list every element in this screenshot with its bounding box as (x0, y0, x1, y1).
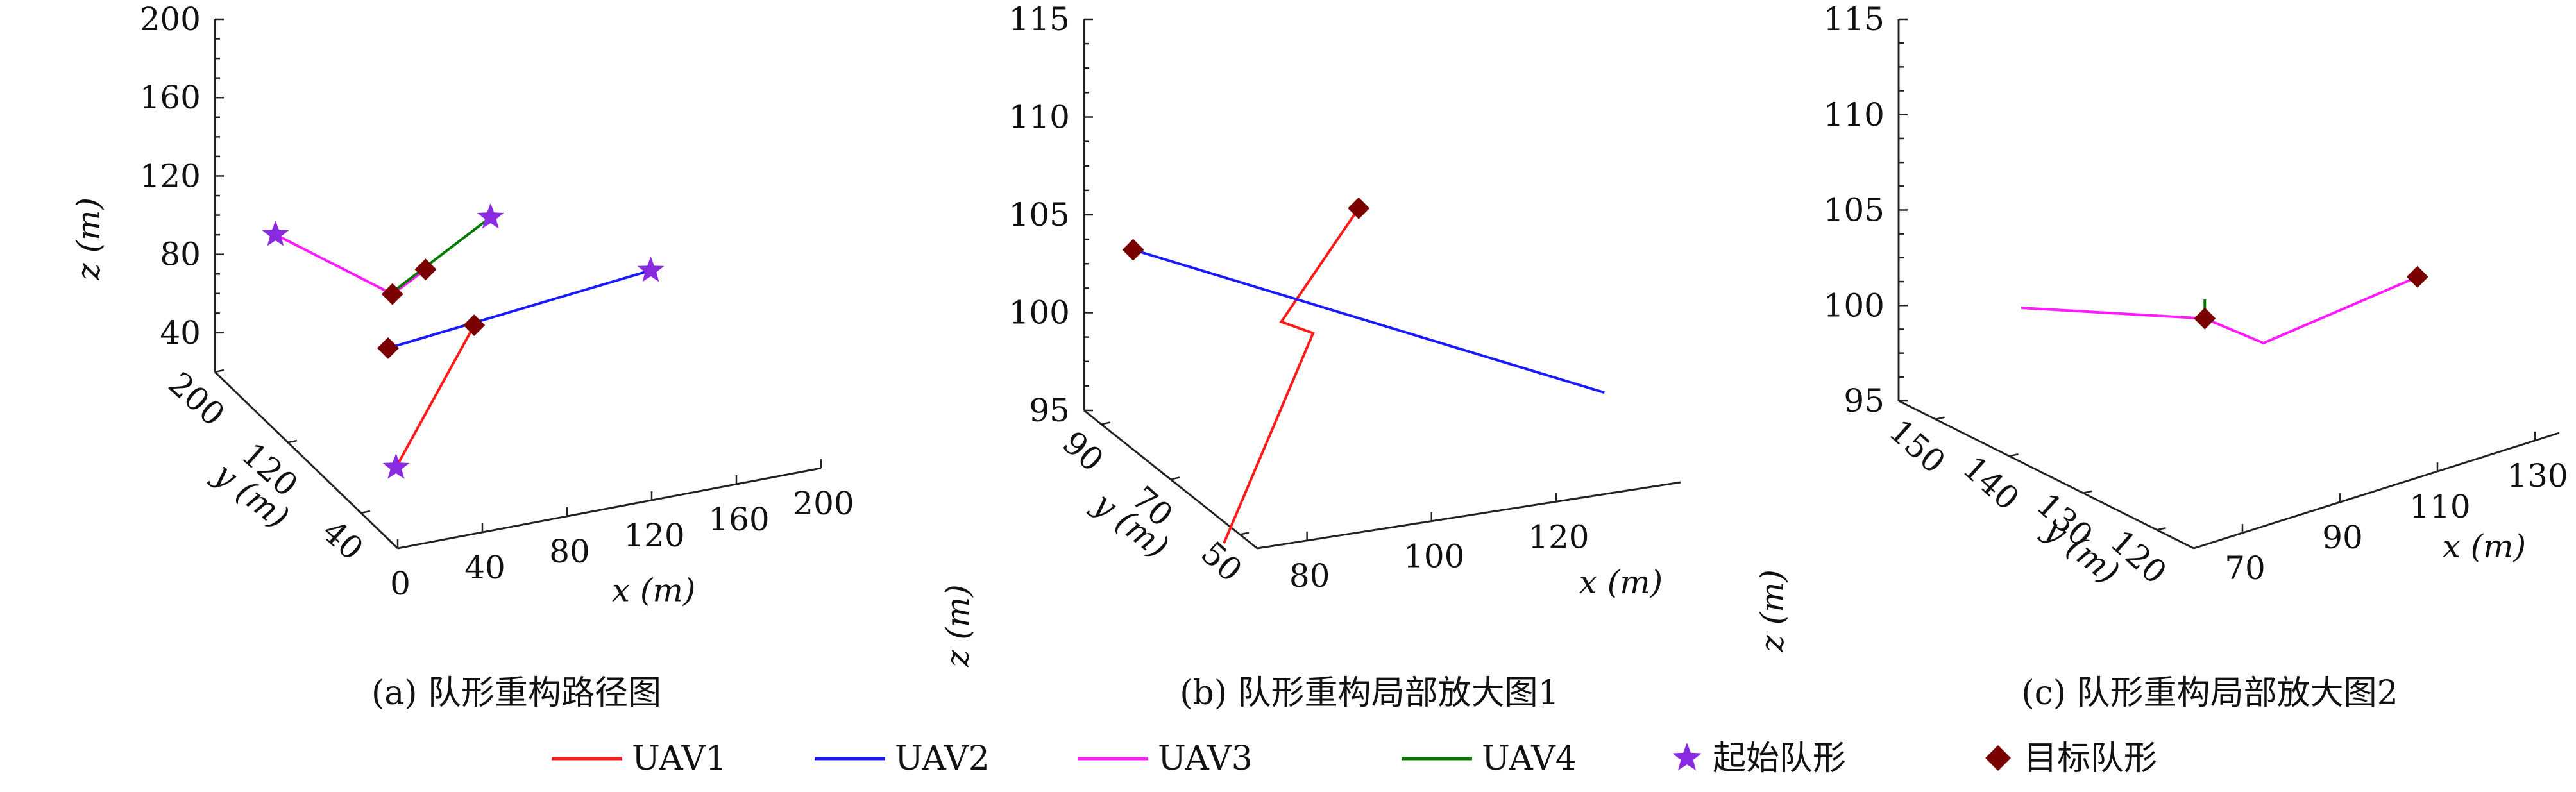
z-tick-label: 100 (1824, 287, 1885, 324)
y-tick (214, 369, 225, 373)
panel-caption: (c) 队形重构局部放大图2 (2021, 674, 2398, 712)
y-tick-label: 90 (1055, 424, 1110, 479)
y-tick-label: 200 (162, 365, 232, 434)
x-axis-line (1257, 481, 1681, 550)
series-line-uav3 (2021, 275, 2418, 345)
x-axis-line (2193, 432, 2560, 550)
start-formation-marker (382, 453, 410, 479)
x-tick-label: 110 (2409, 488, 2470, 525)
x-axis-title: x (m) (2443, 528, 2527, 565)
start-formation-marker (477, 203, 504, 229)
z-tick-label: 80 (160, 236, 201, 273)
legend-item-4: UAV4 (1402, 739, 1577, 778)
y-tick (1101, 421, 1111, 425)
x-tick-label: 80 (1289, 557, 1330, 594)
legend-swatch (1985, 745, 2011, 771)
z-tick-label: 100 (1009, 294, 1070, 332)
legend-item-3: UAV3 (1078, 739, 1253, 778)
z-tick-label: 40 (160, 314, 201, 351)
z-axis-title: z (m) (939, 584, 976, 668)
panel-caption: (a) 队形重构路径图 (371, 674, 661, 712)
legend: UAV1 UAV2 UAV3 UAV4 起始队形 目标队形 (552, 739, 2157, 778)
start-formation-marker (637, 256, 665, 282)
x-tick-label: 0 (390, 565, 411, 602)
y-tick (1935, 416, 1945, 420)
legend-label: UAV3 (1158, 739, 1253, 778)
legend-label: UAV1 (632, 739, 727, 778)
y-tick (2083, 490, 2092, 494)
x-tick-label: 80 (549, 533, 590, 570)
legend-label: 目标队形 (2024, 739, 2157, 778)
y-tick (2009, 453, 2019, 457)
legend-item-5: 起始队形 (1672, 739, 1846, 778)
target-formation-marker (2406, 265, 2428, 288)
x-tick-label: 90 (2322, 519, 2363, 556)
y-tick (360, 510, 371, 514)
y-tick-label: 40 (315, 513, 370, 568)
legend-label: UAV4 (1482, 739, 1577, 778)
z-tick-label: 110 (1009, 99, 1070, 136)
legend-swatch (1672, 743, 1702, 771)
x-tick-label: 130 (2507, 457, 2568, 494)
target-formation-marker (463, 314, 486, 337)
z-tick-label: 115 (1824, 1, 1885, 38)
legend-label: 起始队形 (1713, 739, 1846, 778)
x-axis-title: x (m) (612, 572, 696, 609)
z-tick-label: 200 (140, 1, 201, 38)
x-tick-label: 160 (708, 501, 769, 538)
target-formation-marker (377, 337, 399, 359)
target-formation-marker (1348, 197, 1370, 219)
z-axis-title: z (m) (70, 198, 107, 281)
z-tick-label: 160 (140, 79, 201, 116)
y-axis-line (214, 371, 399, 550)
x-axis-line (397, 467, 822, 550)
series-line-uav1 (1223, 207, 1360, 544)
legend-item-2: UAV2 (815, 739, 990, 778)
z-tick-label: 95 (1029, 392, 1070, 429)
z-tick-label: 105 (1009, 196, 1070, 233)
y-tick (1239, 532, 1250, 535)
z-tick-label: 120 (140, 157, 201, 194)
panels: 0 40 80 120 160 200 200 120 40 200 160 120 80 40 x (m)… (70, 1, 2568, 712)
start-formation-marker (262, 220, 289, 246)
z-axis-title: z (m) (1754, 569, 1791, 653)
y-tick (287, 439, 298, 444)
x-tick-label: 120 (1528, 518, 1589, 555)
z-tick-label: 110 (1824, 96, 1885, 133)
x-tick-label: 70 (2224, 550, 2266, 587)
y-axis-line (1898, 400, 2194, 550)
z-tick-label: 95 (1843, 382, 1885, 419)
x-tick-label: 200 (793, 485, 854, 522)
legend-item-6: 目标队形 (1985, 739, 2157, 778)
z-tick-label: 105 (1824, 192, 1885, 229)
target-formation-marker (414, 258, 437, 281)
target-formation-marker (381, 283, 403, 305)
y-tick-label: 50 (1194, 534, 1249, 589)
z-tick-label: 115 (1009, 1, 1070, 38)
series-line-uav2 (387, 269, 652, 350)
target-formation-marker (1122, 239, 1144, 261)
legend-label: UAV2 (895, 739, 990, 778)
panel-caption: (b) 队形重构局部放大图1 (1180, 674, 1559, 712)
y-tick (2157, 527, 2166, 531)
x-tick-label: 40 (464, 549, 505, 586)
series-line-uav4 (391, 216, 492, 294)
series-line-uav1 (394, 324, 476, 468)
y-tick (1170, 476, 1180, 480)
target-formation-marker (2194, 307, 2216, 330)
legend-item-1: UAV1 (552, 739, 727, 778)
series-line-uav2 (1133, 248, 1605, 394)
x-tick-label: 120 (623, 517, 684, 554)
x-tick-label: 100 (1403, 538, 1464, 575)
x-axis-title: x (m) (1579, 564, 1663, 601)
